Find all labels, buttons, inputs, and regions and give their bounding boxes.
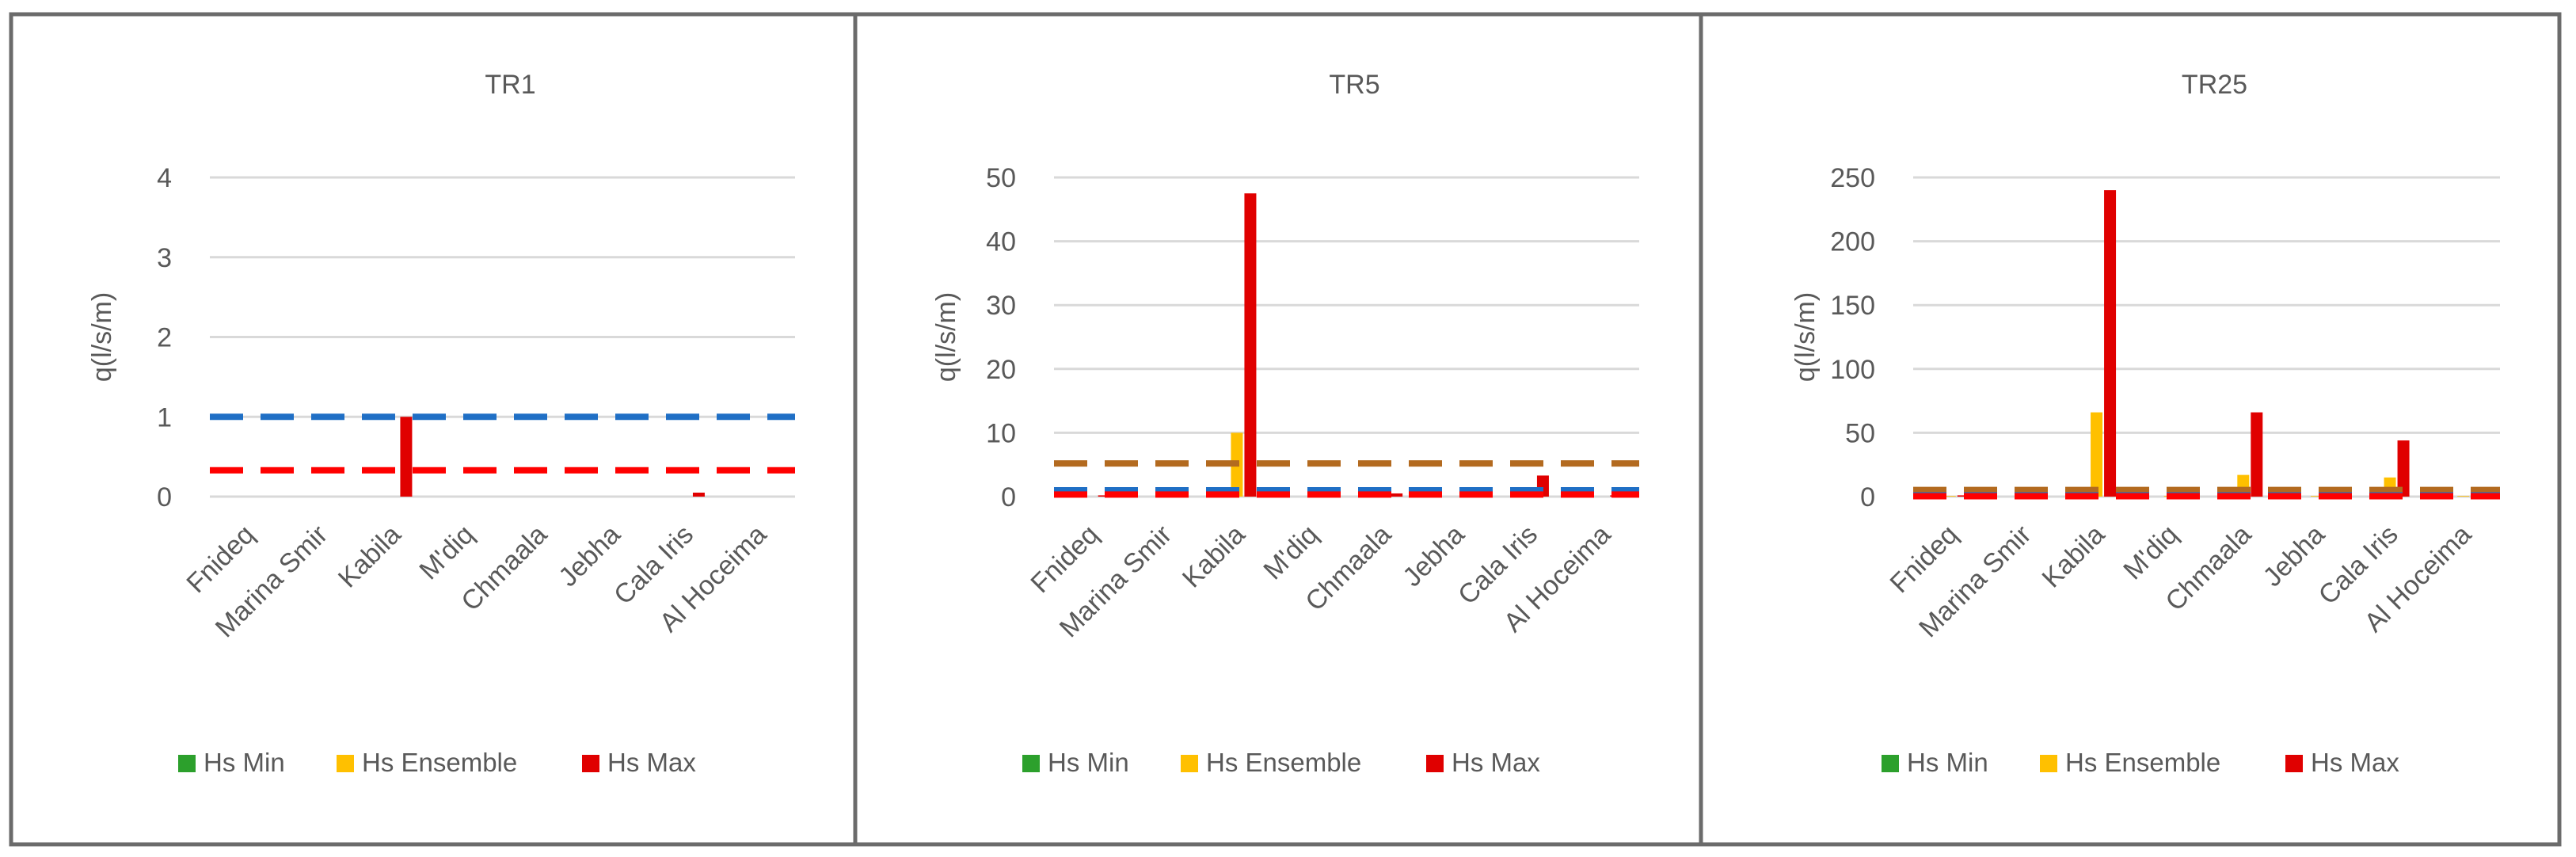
y-tick-label: 1 [157, 402, 172, 432]
legend-label: Hs Ensemble [1206, 748, 1361, 777]
legend-swatch [337, 755, 354, 772]
chart-panel-tr25: TR25050100150200250q(l/s/m)FnideqMarina … [1699, 14, 2500, 844]
bar-hs-max [400, 417, 413, 497]
legend-swatch [582, 755, 599, 772]
bar-hs-ensemble [2091, 412, 2103, 497]
bar-hs-ensemble [2310, 496, 2323, 497]
y-tick-label: 40 [986, 227, 1016, 257]
legend-swatch [178, 755, 196, 772]
y-tick-label: 100 [1830, 355, 1875, 385]
legend-label: Hs Min [204, 748, 285, 777]
legend-swatch [1022, 755, 1040, 772]
bar-hs-max [2104, 190, 2117, 497]
y-tick-label: 20 [986, 355, 1016, 385]
bar-hs-max [1957, 495, 1969, 497]
legend-label: Hs Min [1048, 748, 1129, 777]
legend-swatch [1882, 755, 1899, 772]
legend-label: Hs Max [1452, 748, 1540, 777]
bar-hs-ensemble [2457, 496, 2470, 497]
legend-item: Hs Max [582, 748, 696, 777]
legend-label: Hs Max [607, 748, 696, 777]
legend-label: Hs Ensemble [362, 748, 517, 777]
legend-item: Hs Ensemble [2040, 748, 2220, 777]
chart-title: TR25 [2182, 70, 2247, 100]
legend-item: Hs Max [1426, 748, 1540, 777]
bar-hs-max [1244, 193, 1257, 497]
y-tick-label: 250 [1830, 163, 1875, 193]
legend-item: Hs Min [1882, 748, 1988, 777]
chart-title: TR5 [1329, 70, 1379, 100]
y-tick-label: 50 [986, 163, 1016, 193]
legend-swatch [1181, 755, 1198, 772]
legend-item: Hs Max [2285, 748, 2399, 777]
legend-label: Hs Ensemble [2065, 748, 2220, 777]
y-tick-label: 30 [986, 291, 1016, 321]
legend-swatch [1426, 755, 1444, 772]
y-axis-label: q(l/s/m) [931, 292, 961, 382]
y-tick-label: 0 [157, 482, 172, 512]
y-tick-label: 200 [1830, 227, 1875, 257]
y-tick-label: 0 [1860, 482, 1875, 512]
bar-hs-ensemble [1943, 496, 1956, 497]
legend-item: Hs Min [178, 748, 285, 777]
y-tick-label: 3 [157, 243, 172, 273]
bar-hs-max [1391, 493, 1403, 497]
y-tick-label: 2 [157, 323, 172, 353]
bar-hs-max [2251, 412, 2263, 497]
bar-hs-max [2397, 440, 2410, 497]
legend-swatch [2285, 755, 2303, 772]
legend-item: Hs Ensemble [1181, 748, 1361, 777]
bar-hs-max [1098, 495, 1110, 497]
y-tick-label: 50 [1845, 418, 1875, 448]
y-axis-label: q(l/s/m) [1790, 292, 1821, 382]
bar-hs-max [692, 492, 705, 497]
legend-label: Hs Max [2311, 748, 2399, 777]
y-tick-label: 10 [986, 418, 1016, 448]
y-tick-label: 4 [157, 163, 172, 193]
legend-swatch [2040, 755, 2057, 772]
y-tick-label: 150 [1830, 291, 1875, 321]
legend-label: Hs Min [1907, 748, 1988, 777]
chart-title: TR1 [485, 70, 535, 100]
legend-item: Hs Min [1022, 748, 1129, 777]
y-axis-label: q(l/s/m) [87, 292, 117, 382]
legend-item: Hs Ensemble [337, 748, 517, 777]
y-tick-label: 0 [1001, 482, 1016, 512]
figure-frame [9, 12, 2562, 847]
